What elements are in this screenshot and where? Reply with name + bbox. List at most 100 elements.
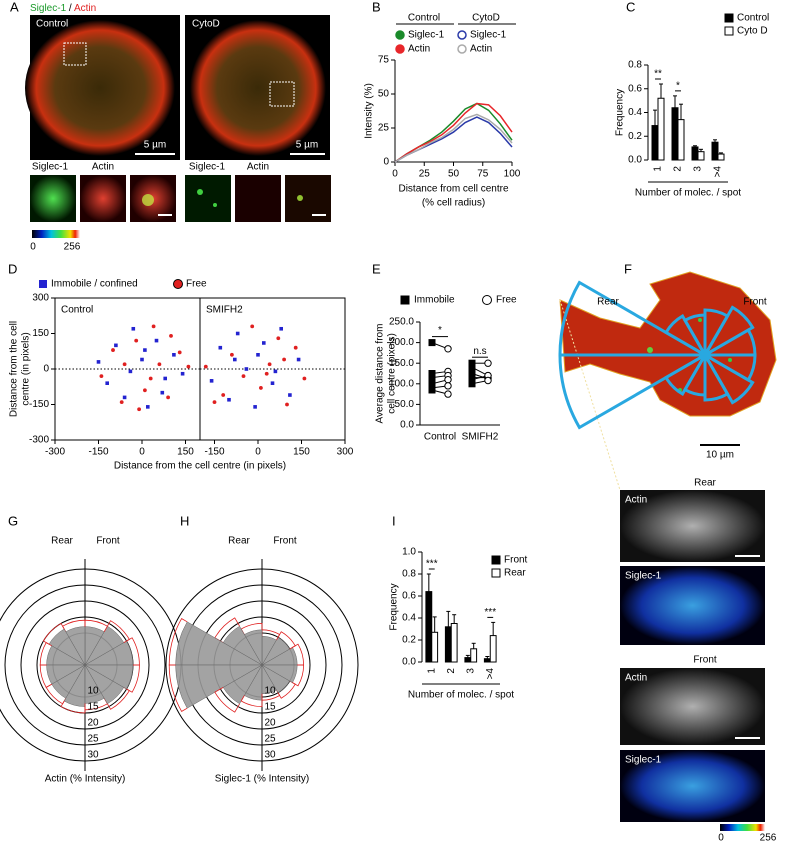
x-tick-label: 300 bbox=[337, 447, 354, 458]
y-tick-label: 0 bbox=[43, 364, 49, 375]
panel-f-image bbox=[559, 271, 777, 831]
ring-label: 10 bbox=[264, 686, 276, 697]
x-tick-label: -300 bbox=[45, 447, 65, 458]
point bbox=[177, 350, 182, 355]
significance-label: *** bbox=[426, 559, 438, 570]
x-axis-label: Distance from cell centre bbox=[398, 184, 508, 195]
x-tick-label: >4 bbox=[485, 668, 496, 680]
significance-label: n.s bbox=[473, 346, 486, 357]
point bbox=[267, 362, 272, 367]
bar bbox=[671, 107, 679, 161]
channel-label: Siglec-1 bbox=[189, 162, 226, 173]
point bbox=[134, 338, 139, 343]
point bbox=[180, 371, 185, 376]
x-tick-label: 2 bbox=[446, 668, 457, 674]
ring-label: 30 bbox=[87, 750, 99, 761]
stain-label-part: Siglec-1 bbox=[30, 3, 67, 14]
point bbox=[250, 324, 255, 329]
y-tick-label: -150 bbox=[29, 399, 49, 410]
point bbox=[227, 397, 231, 402]
panel-letter: D bbox=[8, 261, 17, 276]
point bbox=[264, 371, 269, 376]
panel-letter: F bbox=[624, 261, 632, 276]
y-tick-label: 300 bbox=[32, 293, 49, 304]
point bbox=[285, 402, 289, 407]
chart-title: Actin (% Intensity) bbox=[45, 774, 126, 785]
point bbox=[122, 362, 127, 367]
point bbox=[273, 369, 278, 374]
bar bbox=[711, 141, 719, 161]
bar bbox=[425, 591, 433, 663]
channel-label: Siglec-1 bbox=[32, 162, 69, 173]
significance-label: *** bbox=[484, 607, 496, 618]
scale-bar-label: 10 µm bbox=[706, 450, 734, 461]
panel-letter: H bbox=[180, 513, 189, 528]
point bbox=[428, 386, 436, 394]
y-tick-label: 0.8 bbox=[402, 569, 416, 580]
legend-marker bbox=[491, 555, 501, 565]
legend-label: Control bbox=[737, 13, 769, 24]
legend-group-title: Control bbox=[408, 13, 440, 24]
legend-marker bbox=[39, 280, 47, 288]
error-arc bbox=[277, 631, 296, 650]
point bbox=[288, 393, 292, 397]
panel-a-images bbox=[25, 15, 331, 238]
y-tick-label: 0.6 bbox=[402, 591, 416, 602]
point bbox=[140, 357, 144, 362]
legend-marker bbox=[457, 30, 467, 40]
line bbox=[394, 113, 513, 163]
x-tick-label: 1 bbox=[653, 166, 664, 172]
error-arc bbox=[126, 664, 140, 693]
point bbox=[444, 382, 452, 390]
x-tick-label: 1 bbox=[426, 668, 437, 674]
wedge bbox=[558, 353, 711, 430]
point bbox=[428, 374, 436, 382]
bar bbox=[691, 146, 699, 161]
panel-letter: B bbox=[372, 0, 381, 14]
point bbox=[131, 326, 136, 331]
point bbox=[114, 343, 118, 348]
y-tick-label: 200.0 bbox=[389, 337, 414, 348]
significance-label: * bbox=[676, 81, 680, 92]
legend-marker bbox=[400, 295, 410, 305]
x-axis-label: Distance from the cell centre (in pixels… bbox=[114, 461, 286, 472]
panel-letter: A bbox=[10, 0, 19, 14]
x-tick-label: 50 bbox=[448, 169, 460, 180]
point bbox=[154, 338, 159, 343]
legend-marker bbox=[457, 44, 467, 54]
y-tick-label: 0 bbox=[383, 157, 389, 168]
stain-label-part: / bbox=[66, 3, 74, 14]
colorbar-label: 0 bbox=[718, 833, 724, 842]
wedge bbox=[700, 350, 755, 405]
direction-label: Rear bbox=[51, 536, 73, 547]
x-tick-label: 0 bbox=[255, 447, 261, 458]
x-tick-label: -150 bbox=[88, 447, 108, 458]
point bbox=[119, 400, 124, 405]
wedge bbox=[663, 350, 710, 397]
y-tick-label: 25 bbox=[378, 123, 390, 134]
point bbox=[209, 379, 214, 383]
scale-bar-label: 5 µm bbox=[296, 140, 318, 151]
scale-bar-label: 5 µm bbox=[144, 140, 166, 151]
point bbox=[157, 362, 162, 367]
point bbox=[428, 339, 436, 347]
point bbox=[137, 407, 142, 412]
x-tick-label: 3 bbox=[693, 166, 704, 172]
legend-label: Free bbox=[186, 279, 207, 290]
point bbox=[279, 326, 283, 331]
legend-label: Siglec-1 bbox=[470, 30, 507, 41]
legend-marker bbox=[173, 279, 183, 289]
wedge bbox=[699, 353, 757, 383]
error-arc bbox=[214, 687, 240, 713]
point bbox=[148, 376, 153, 381]
y-tick-label: 75 bbox=[378, 55, 390, 66]
point bbox=[484, 376, 492, 385]
ring-label: 10 bbox=[87, 686, 99, 697]
point bbox=[99, 374, 104, 378]
bar bbox=[651, 125, 659, 161]
x-tick-label: 100 bbox=[504, 169, 521, 180]
panel-letter: I bbox=[392, 513, 396, 528]
error-arc bbox=[168, 664, 188, 712]
point bbox=[468, 363, 476, 371]
point bbox=[143, 348, 147, 352]
